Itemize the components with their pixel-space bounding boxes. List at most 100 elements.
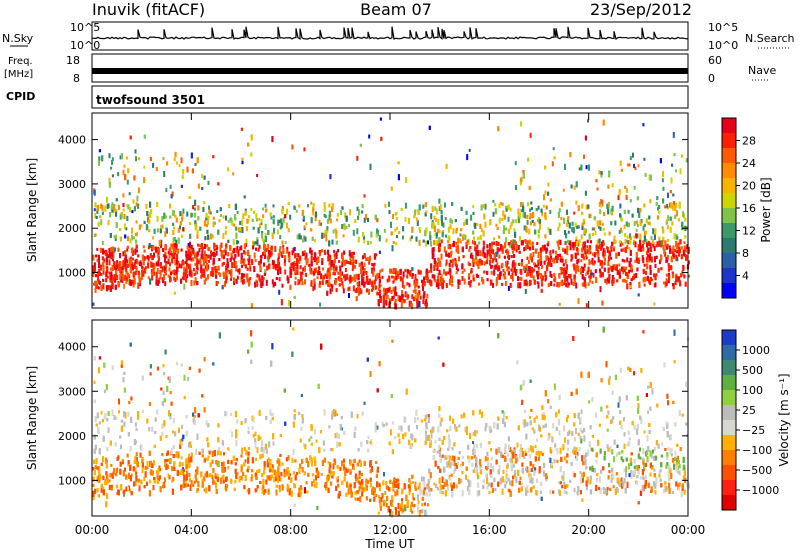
power-cell (510, 255, 513, 258)
power-cell (329, 266, 332, 270)
power-cell (422, 204, 425, 209)
power-cell (459, 233, 462, 237)
power-cell (303, 225, 306, 229)
power-cell (343, 250, 346, 255)
power-cell (259, 258, 262, 264)
power-cell (600, 247, 602, 251)
power-cell (483, 261, 486, 266)
power-cell (131, 250, 134, 256)
power-cell (106, 275, 109, 279)
power-cell (252, 210, 255, 214)
power-cell (110, 256, 113, 260)
power-cell (589, 251, 592, 255)
power-cell (127, 279, 129, 282)
power-cell (161, 216, 164, 222)
power-cell (172, 230, 175, 235)
freq-trace (92, 68, 688, 74)
power-cell (457, 279, 460, 284)
power-cell (362, 255, 364, 260)
power-cell (349, 279, 352, 284)
power-cell (192, 205, 195, 210)
power-cell (580, 234, 583, 240)
power-cell (530, 201, 533, 205)
power-cell (365, 276, 368, 283)
power-cell (623, 224, 626, 229)
power-cell (325, 274, 328, 279)
power-cell (529, 216, 531, 220)
power-cell (190, 244, 193, 249)
power-cell (545, 247, 548, 254)
power-cell (360, 266, 363, 272)
power-cell (544, 216, 547, 221)
power-cell (227, 167, 230, 172)
power-cell (563, 282, 566, 286)
power-cell (533, 279, 536, 285)
power-cell (507, 266, 510, 270)
power-cell (217, 265, 220, 271)
power-cell (172, 222, 175, 226)
power-cell (436, 279, 439, 284)
power-cell (460, 228, 463, 232)
power-cell (286, 222, 288, 229)
power-cell (100, 264, 103, 271)
power-cell (438, 248, 440, 253)
power-cell (210, 250, 213, 255)
power-cell (259, 263, 262, 269)
power-cell (303, 250, 306, 254)
power-cell (550, 255, 552, 260)
power-cell (300, 275, 303, 282)
power-cell (294, 276, 297, 280)
power-cell (281, 240, 284, 245)
power-cell (107, 220, 110, 226)
power-cell (232, 248, 235, 254)
power-cell (397, 161, 400, 165)
power-cell (425, 302, 428, 307)
power-cell (433, 215, 436, 220)
power-cell (337, 271, 340, 275)
power-cell (126, 247, 129, 252)
power-cell (559, 253, 561, 257)
power-cell (489, 219, 492, 226)
power-cell (497, 266, 500, 272)
power-cell (188, 254, 191, 261)
power-cell (491, 249, 493, 254)
power-cell (442, 230, 445, 234)
power-cell (397, 295, 400, 302)
power-cell (586, 248, 589, 254)
power-cell (341, 252, 344, 259)
power-cell (163, 265, 166, 271)
power-cell (564, 277, 567, 283)
power-cell (365, 288, 368, 293)
power-cell (135, 265, 138, 272)
power-cell (608, 171, 611, 178)
power-cell (476, 223, 479, 226)
power-cell (247, 262, 250, 265)
power-cell (513, 266, 516, 273)
power-cell (173, 269, 176, 276)
power-cell (461, 270, 464, 274)
power-cell (673, 253, 676, 258)
power-cell (329, 174, 332, 180)
power-cell (394, 286, 397, 293)
power-cell (93, 208, 96, 212)
power-cell (96, 208, 99, 214)
power-cell (549, 250, 552, 256)
power-cell (637, 293, 640, 297)
power-cell (376, 273, 379, 280)
power-cell (493, 253, 496, 260)
power-cell (520, 202, 523, 207)
power-cell (414, 274, 417, 280)
power-cell (611, 183, 614, 188)
power-cell (585, 272, 588, 276)
power-cell (126, 215, 129, 221)
power-cell (421, 280, 424, 287)
power-cell (291, 144, 294, 150)
power-cell (396, 270, 399, 274)
power-cell (341, 271, 343, 276)
power-cell (449, 275, 452, 281)
power-cell (594, 269, 597, 274)
power-cell (549, 209, 552, 214)
power-cell (164, 259, 167, 263)
power-cell (213, 248, 216, 252)
power-cell (313, 257, 316, 260)
